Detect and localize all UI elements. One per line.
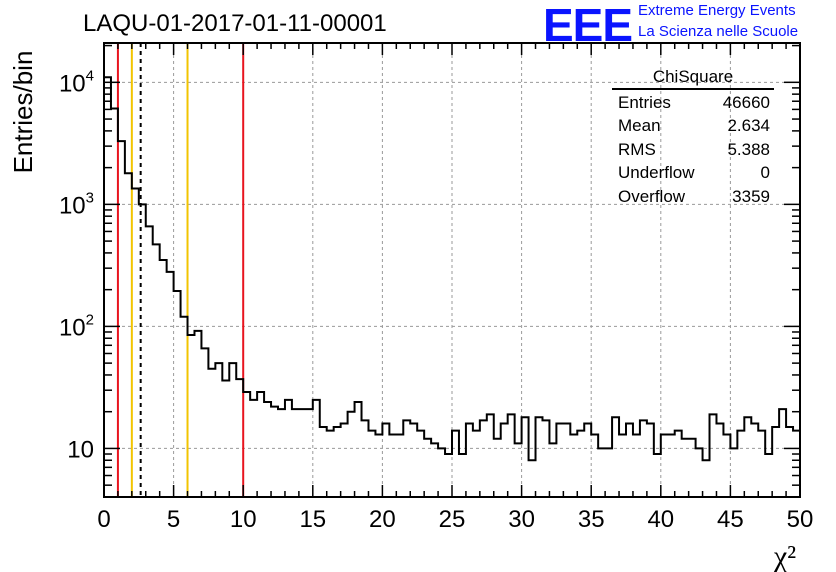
stats-row-overflow: Overflow 3359: [618, 186, 770, 206]
logo-subtitle-2: La Scienza nelle Scuole: [638, 23, 799, 40]
stats-title: ChiSquare: [612, 67, 774, 90]
stats-row-entries: Entries 46660: [618, 93, 770, 112]
x-tick-label: 30: [508, 506, 535, 533]
histogram-series: [103, 76, 800, 497]
y-tick-label: 104: [59, 67, 94, 97]
x-tick-label: 20: [369, 506, 396, 533]
x-tick-label: 35: [578, 506, 605, 533]
reference-lines: [116, 43, 245, 497]
x-tick-label: 15: [299, 506, 326, 533]
x-tick-label: 40: [647, 506, 674, 533]
eee-logo: EEE: [543, 0, 633, 51]
x-tick-label: 10: [230, 506, 257, 533]
y-tick-label: 102: [59, 311, 94, 341]
x-tick-labels: 0 5 10 15 20 25 30 35 40 45 50: [97, 506, 813, 533]
plot-title: LAQU-01-2017-01-11-00001: [83, 10, 387, 37]
x-tick-label: 25: [439, 506, 466, 533]
stats-row-rms: RMS 5.388: [618, 139, 770, 159]
y-tick-label: 10: [67, 436, 94, 463]
x-axis-label: χ²: [773, 540, 796, 572]
y-axis-label: Entries/bin: [8, 51, 38, 174]
x-tick-label: 5: [167, 506, 180, 533]
stats-box: ChiSquare Entries 46660 Mean 2.634 RMS 5.38…: [612, 67, 778, 210]
stats-row-underflow: Underflow 0: [618, 163, 770, 183]
y-tick-label: 103: [59, 189, 94, 219]
logo-subtitle-1: Extreme Energy Events: [638, 2, 796, 19]
x-tick-label: 50: [787, 506, 814, 533]
stats-row-mean: Mean 2.634: [618, 116, 770, 136]
x-tick-label: 45: [717, 506, 744, 533]
x-tick-label: 0: [97, 506, 110, 533]
axis-ticks: [103, 43, 801, 498]
y-tick-labels: 10 102 103 104: [59, 67, 94, 463]
